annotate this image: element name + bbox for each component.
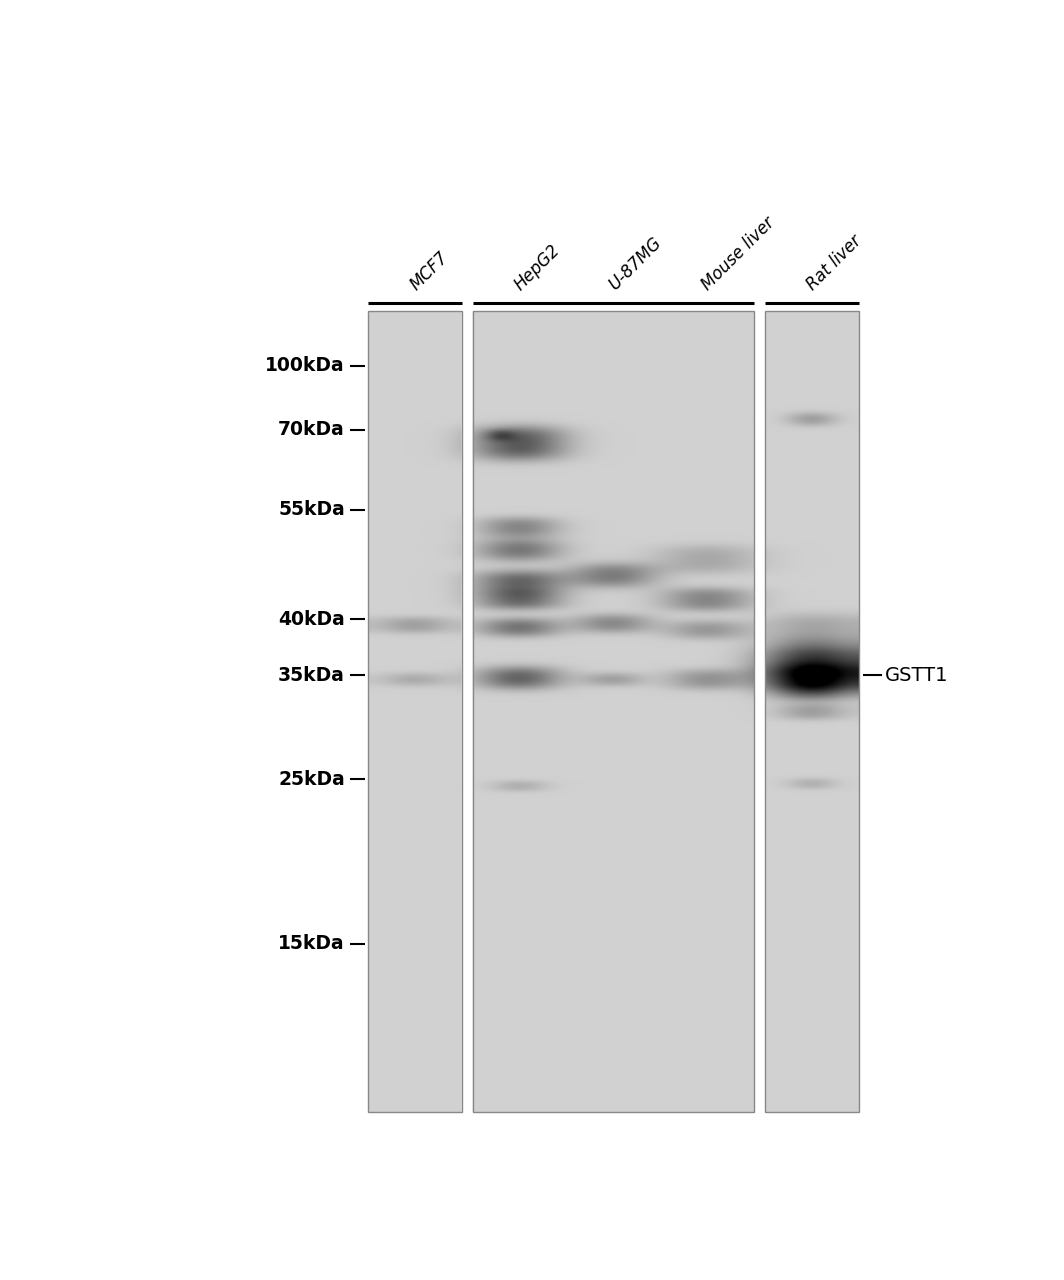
Bar [472,311,754,1111]
Text: 70kDa: 70kDa [278,420,345,439]
Bar [765,311,859,1111]
Text: 40kDa: 40kDa [278,609,345,628]
Text: GSTT1: GSTT1 [885,666,948,685]
Bar [368,311,462,1111]
Text: HepG2: HepG2 [511,241,564,293]
Text: MCF7: MCF7 [406,248,452,293]
Text: 35kDa: 35kDa [278,666,345,685]
Text: 15kDa: 15kDa [279,934,345,954]
Text: 55kDa: 55kDa [278,500,345,520]
Text: 100kDa: 100kDa [265,356,345,375]
Text: 25kDa: 25kDa [278,771,345,788]
Text: U-87MG: U-87MG [604,234,665,293]
Text: Rat liver: Rat liver [803,232,865,293]
Text: Mouse liver: Mouse liver [699,214,779,293]
